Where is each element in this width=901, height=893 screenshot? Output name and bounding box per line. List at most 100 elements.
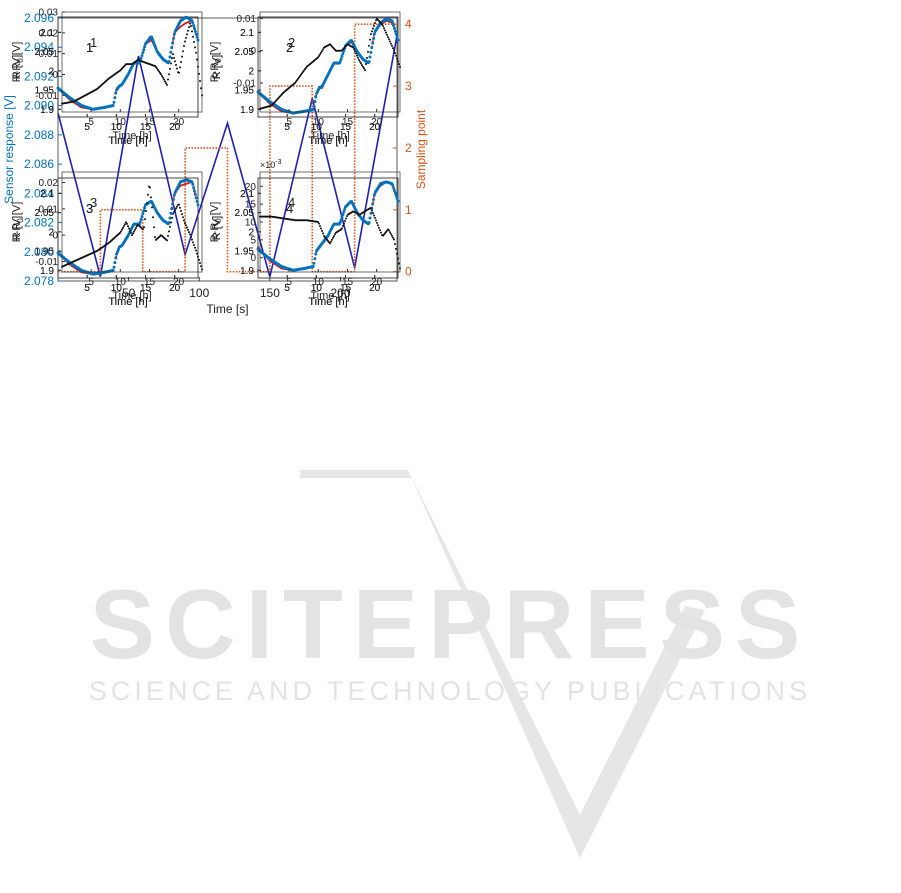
data-marker (367, 221, 371, 225)
data-marker (342, 49, 346, 53)
data-marker (298, 76, 300, 79)
y-right-tick-label: 1 (405, 203, 412, 217)
y-tick-label: 1.95 (235, 86, 255, 97)
y-tick-label: 2.084 (24, 186, 54, 200)
data-marker (178, 71, 180, 74)
y-tick-label: 2.078 (24, 274, 54, 288)
data-marker (188, 26, 190, 29)
data-marker (134, 228, 136, 231)
data-marker (364, 69, 366, 72)
y-tick-label: 2 (248, 227, 254, 238)
x-tick-label: 150 (260, 286, 280, 300)
panel-frame (259, 171, 401, 273)
data-marker (338, 220, 342, 224)
data-marker (371, 202, 375, 206)
data-marker (174, 209, 176, 212)
data-marker (150, 196, 152, 199)
data-marker (395, 247, 397, 250)
x-tick-label: 20 (173, 277, 185, 288)
data-marker (116, 248, 120, 252)
data-marker (194, 32, 198, 36)
data-marker (386, 33, 388, 36)
data-marker (191, 182, 195, 186)
data-marker (185, 224, 187, 227)
x-tick-label: 50 (122, 286, 136, 300)
data-marker (120, 230, 122, 233)
data-marker (318, 55, 320, 58)
data-marker (342, 210, 346, 214)
data-marker (365, 62, 367, 65)
data-marker (294, 81, 296, 84)
data-marker (389, 40, 391, 43)
x-axis-label: Time [h] (310, 130, 349, 142)
data-marker (167, 221, 171, 225)
x-tick-label: 5 (84, 122, 90, 133)
data-marker (396, 252, 398, 255)
y-tick-label: 2.082 (24, 216, 54, 230)
x-tick-label: 20 (371, 277, 383, 288)
marker-group (56, 15, 200, 111)
data-marker (372, 198, 375, 202)
y-tick-label: 0.01 (39, 204, 59, 215)
x-tick-label: 15 (340, 122, 352, 133)
data-marker (143, 206, 147, 210)
y-tick-label: 1.95 (35, 247, 55, 258)
data-marker (139, 56, 143, 60)
data-marker (343, 222, 345, 225)
data-marker (170, 207, 174, 211)
data-marker (361, 64, 363, 67)
y-axis-label-subscript: 0 (16, 218, 25, 223)
panel-label: 1 (90, 35, 97, 50)
data-marker (313, 257, 317, 261)
data-marker (166, 239, 168, 242)
data-marker (126, 222, 128, 225)
data-marker (187, 228, 189, 231)
x-axis-label: Time [h] (108, 135, 147, 147)
data-marker (395, 196, 399, 200)
panel-label: 1 (86, 40, 93, 55)
data-marker (184, 40, 186, 43)
y-tick-label: 1.95 (35, 247, 55, 258)
watermark-brand: SCITEPRESS (90, 569, 811, 679)
data-marker (360, 62, 362, 65)
panel-label: 3 (86, 201, 93, 216)
data-marker (193, 189, 196, 193)
y-tick-label: 2.05 (235, 208, 255, 219)
data-marker (353, 47, 355, 50)
data-marker (340, 215, 344, 219)
data-marker (168, 230, 170, 233)
data-marker (376, 221, 378, 224)
data-marker (339, 57, 343, 61)
x-tick-label: 10 (311, 283, 323, 294)
data-marker (163, 78, 165, 81)
panel-frame (257, 16, 399, 118)
data-marker (300, 73, 302, 76)
data-marker (113, 96, 117, 100)
data-marker (388, 38, 390, 41)
y-axis-label: R-R0 [V] (209, 42, 223, 83)
data-marker (393, 189, 396, 193)
y-axis-label-subscript: 0 (214, 58, 223, 63)
data-marker (195, 199, 199, 203)
data-marker (393, 238, 395, 241)
x-tick-label: 10 (115, 277, 127, 288)
y-tick-label: 2.1 (40, 189, 54, 200)
panel-frame (257, 177, 399, 279)
y-axis-label: R [V] (211, 55, 223, 79)
data-marker (199, 80, 201, 83)
data-marker (189, 22, 191, 25)
data-marker (180, 209, 182, 212)
data-marker (170, 221, 172, 224)
y-right-tick-label: 4 (405, 17, 412, 31)
y-axis-label: R [V] (11, 55, 23, 79)
data-marker (170, 62, 172, 65)
data-marker (171, 202, 175, 206)
y-tick-label: 2.1 (40, 28, 54, 39)
data-marker (391, 184, 395, 187)
data-marker (196, 252, 198, 255)
data-marker (367, 60, 371, 64)
panel-label: 2 (286, 40, 293, 55)
data-marker (397, 257, 399, 260)
y-tick-label: 1.95 (35, 86, 55, 97)
data-marker (374, 216, 376, 219)
